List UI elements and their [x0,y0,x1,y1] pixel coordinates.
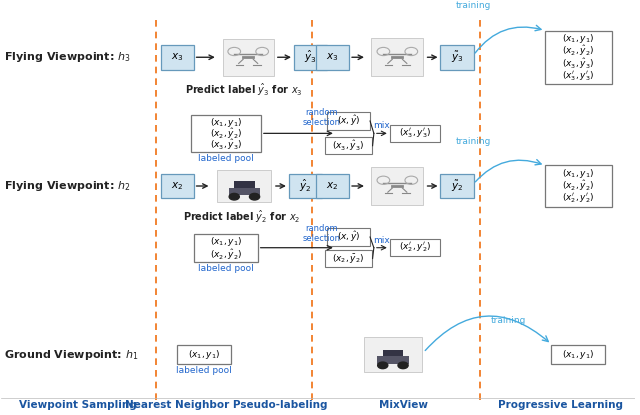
FancyBboxPatch shape [327,228,370,246]
Text: $(x_1, y_1)$: $(x_1, y_1)$ [188,348,220,361]
FancyBboxPatch shape [324,250,372,267]
Text: $(x_2', y_2')$: $(x_2', y_2')$ [562,192,594,205]
FancyBboxPatch shape [191,115,261,152]
Text: $(x_1, y_1)$: $(x_1, y_1)$ [210,234,242,248]
Text: $(x_2, \hat{y}_2)$: $(x_2, \hat{y}_2)$ [562,179,595,193]
Text: $\tilde{y}_2$: $\tilde{y}_2$ [451,178,463,193]
Text: $(x_1, y_1)$: $(x_1, y_1)$ [210,116,242,129]
Text: $(x, \hat{y})$: $(x, \hat{y})$ [337,114,360,128]
Text: $(x_3, \hat{y}_3)$: $(x_3, \hat{y}_3)$ [332,138,365,153]
FancyBboxPatch shape [223,39,273,76]
Text: $x_2$: $x_2$ [326,180,339,192]
Text: Predict label $\hat{y}_3$ for $x_3$: Predict label $\hat{y}_3$ for $x_3$ [185,82,303,98]
Text: $(x_3, \hat{y}_3)$: $(x_3, \hat{y}_3)$ [210,137,242,152]
Text: $(x_2', y_2')$: $(x_2', y_2')$ [399,241,431,254]
Text: labeled pool: labeled pool [198,154,254,164]
Text: labeled pool: labeled pool [198,264,254,273]
Text: training: training [456,137,491,146]
FancyBboxPatch shape [161,45,194,70]
Text: Flying Viewpoint: $h_2$: Flying Viewpoint: $h_2$ [4,179,131,193]
Text: $(x_2, \hat{y}_2)$: $(x_2, \hat{y}_2)$ [210,247,242,261]
FancyBboxPatch shape [440,45,474,70]
Text: $(x_2, \bar{y}_2)$: $(x_2, \bar{y}_2)$ [332,252,365,265]
FancyBboxPatch shape [390,239,440,256]
Text: $(x_2, \hat{y}_2)$: $(x_2, \hat{y}_2)$ [562,44,595,59]
FancyBboxPatch shape [289,173,322,198]
FancyBboxPatch shape [228,188,260,195]
FancyBboxPatch shape [371,167,424,205]
Text: mix: mix [373,121,390,129]
Text: $\hat{y}_3$: $\hat{y}_3$ [304,49,317,66]
Text: MixView: MixView [379,400,428,410]
FancyBboxPatch shape [545,166,612,207]
Text: $(x_1, y_1)$: $(x_1, y_1)$ [562,167,594,180]
Circle shape [229,193,239,200]
FancyBboxPatch shape [195,234,258,262]
Text: $x_2$: $x_2$ [171,180,183,192]
Text: $(x, \hat{y})$: $(x, \hat{y})$ [337,229,360,244]
Text: random
selection: random selection [302,108,340,127]
FancyBboxPatch shape [324,137,372,154]
FancyBboxPatch shape [294,45,327,70]
Text: $x_3$: $x_3$ [171,51,183,63]
FancyBboxPatch shape [545,31,612,84]
Text: Ground Viewpoint: $h_1$: Ground Viewpoint: $h_1$ [4,348,138,361]
Text: labeled pool: labeled pool [176,366,232,375]
FancyBboxPatch shape [390,125,440,142]
FancyBboxPatch shape [371,38,424,76]
FancyBboxPatch shape [177,345,231,364]
Circle shape [398,362,408,369]
Circle shape [250,193,260,200]
FancyBboxPatch shape [551,345,605,364]
Text: $(x_3', y_3')$: $(x_3', y_3')$ [562,69,594,83]
Text: Progressive Learning: Progressive Learning [498,400,623,410]
Circle shape [378,362,388,369]
FancyBboxPatch shape [440,173,474,198]
Text: $(x_2, \hat{y}_2)$: $(x_2, \hat{y}_2)$ [210,126,242,141]
FancyBboxPatch shape [161,173,194,198]
Text: Predict label $\hat{y}_2$ for $x_2$: Predict label $\hat{y}_2$ for $x_2$ [182,209,300,225]
Text: $x_3$: $x_3$ [326,51,339,63]
FancyBboxPatch shape [316,45,349,70]
FancyBboxPatch shape [383,350,403,356]
Text: $\tilde{y}_3$: $\tilde{y}_3$ [451,50,463,65]
Text: $(x_3', y_3')$: $(x_3', y_3')$ [399,127,431,140]
FancyBboxPatch shape [327,112,370,129]
FancyBboxPatch shape [364,337,422,372]
Text: $(x_1, y_1)$: $(x_1, y_1)$ [562,348,594,361]
FancyBboxPatch shape [316,173,349,198]
Text: Flying Viewpoint: $h_3$: Flying Viewpoint: $h_3$ [4,50,131,64]
Text: $(x_3, \hat{y}_3)$: $(x_3, \hat{y}_3)$ [562,56,595,71]
Text: training: training [456,1,491,10]
Text: $\hat{y}_2$: $\hat{y}_2$ [299,178,312,194]
FancyBboxPatch shape [377,356,409,364]
Text: Nearest Neighbor Pseudo-labeling: Nearest Neighbor Pseudo-labeling [125,400,327,410]
FancyBboxPatch shape [234,181,255,188]
Text: training: training [491,316,526,325]
Text: $(x_1, y_1)$: $(x_1, y_1)$ [562,32,594,45]
Text: mix: mix [373,236,390,245]
FancyBboxPatch shape [218,170,271,203]
Text: Viewpoint Sampling: Viewpoint Sampling [19,400,137,410]
Text: random
selection: random selection [302,224,340,243]
